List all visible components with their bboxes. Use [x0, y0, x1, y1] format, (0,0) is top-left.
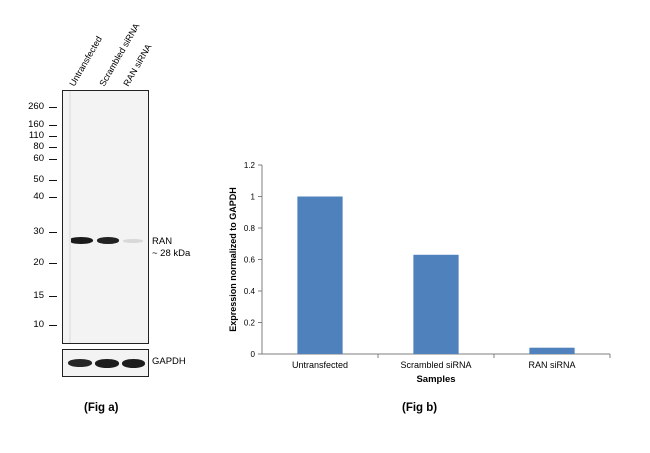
ran-band-untransfected — [69, 237, 93, 244]
gapdh-label: GAPDH — [152, 356, 186, 367]
bar — [413, 254, 459, 354]
gapdh-band-scrambled — [95, 359, 119, 368]
marker-80: 80 — [33, 141, 44, 152]
y-tick-label: 1 — [251, 193, 256, 202]
marker-tick — [49, 107, 57, 108]
lane-smear — [69, 91, 71, 343]
ran-band-label: RAN — [152, 236, 173, 247]
y-tick-label: 0.6 — [244, 256, 256, 265]
marker-tick — [49, 325, 57, 326]
marker-tick — [49, 263, 57, 264]
bar — [297, 196, 343, 354]
gapdh-blot-panel — [62, 349, 149, 377]
marker-tick — [49, 232, 57, 233]
marker-50: 50 — [33, 174, 44, 185]
marker-10: 10 — [33, 319, 44, 330]
x-category-label: RAN siRNA — [528, 360, 575, 370]
x-category-label: Scrambled siRNA — [400, 360, 471, 370]
marker-60: 60 — [33, 153, 44, 164]
marker-tick — [49, 136, 57, 137]
y-tick-label: 1.2 — [244, 161, 256, 170]
ran-band-size: ~ 28 kDa — [152, 248, 191, 259]
y-tick-label: 0.2 — [244, 319, 256, 328]
gapdh-band-ran-sirna — [122, 359, 145, 368]
marker-tick — [49, 147, 57, 148]
fig-a-caption: (Fig a) — [84, 402, 119, 414]
y-tick-label: 0.8 — [244, 224, 256, 233]
y-tick-label: 0.4 — [244, 287, 256, 296]
gapdh-band-untransfected — [68, 359, 92, 367]
marker-40: 40 — [33, 191, 44, 202]
marker-tick — [49, 125, 57, 126]
ran-band-knockdown — [123, 239, 143, 243]
marker-20: 20 — [33, 257, 44, 268]
marker-30: 30 — [33, 226, 44, 237]
marker-tick — [49, 180, 57, 181]
marker-tick — [49, 296, 57, 297]
marker-110: 110 — [28, 130, 44, 141]
ran-blot-panel — [62, 90, 149, 344]
y-tick-label: 0 — [251, 350, 256, 359]
marker-260: 260 — [28, 101, 44, 112]
ran-band-scrambled — [97, 237, 119, 244]
x-category-label: Untransfected — [292, 360, 348, 370]
y-axis-title: Expression normalized to GAPDH — [228, 187, 238, 332]
fig-b-caption: (Fig b) — [402, 402, 438, 414]
marker-15: 15 — [33, 290, 44, 301]
marker-160: 160 — [28, 119, 44, 130]
x-axis-title: Samples — [416, 374, 455, 385]
marker-tick — [49, 197, 57, 198]
marker-tick — [49, 159, 57, 160]
bar — [529, 347, 575, 354]
